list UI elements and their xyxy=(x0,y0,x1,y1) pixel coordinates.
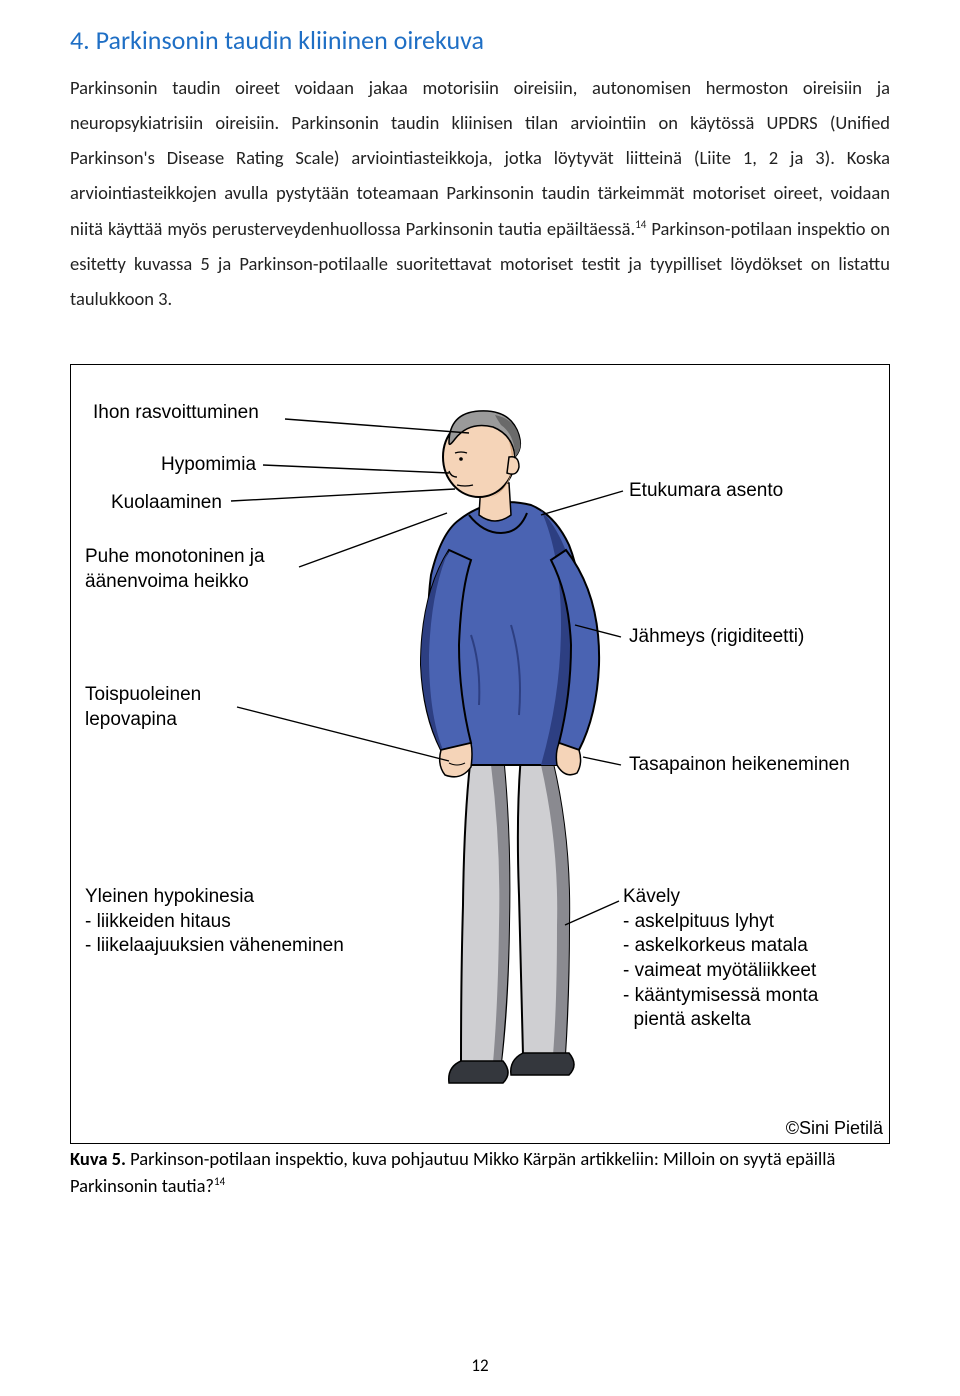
figure-box: Ihon rasvoittuminen Hypomimia Kuolaamine… xyxy=(70,364,890,1144)
label-etukumara: Etukumara asento xyxy=(629,479,783,504)
label-kavely: Kävely - askelpituus lyhyt - askelkorkeu… xyxy=(623,885,818,1033)
figure-credit: ©Sini Pietilä xyxy=(786,1118,883,1139)
label-tasapaino: Tasapainon heikeneminen xyxy=(629,753,850,778)
label-jahmeys: Jähmeys (rigiditeetti) xyxy=(629,625,804,650)
section-heading: 4. Parkinsonin taudin kliininen oirekuva xyxy=(70,24,890,56)
label-puhe: Puhe monotoninen ja äänenvoima heikko xyxy=(85,545,265,594)
label-hypomimia: Hypomimia xyxy=(161,453,256,478)
body-paragraph: Parkinsonin taudin oireet voidaan jakaa … xyxy=(70,70,890,316)
label-hypokinesia: Yleinen hypokinesia - liikkeiden hitaus … xyxy=(85,885,344,959)
sup-ref-1: 14 xyxy=(635,217,646,230)
p-text-1: Parkinsonin taudin oireet voidaan jakaa … xyxy=(70,76,890,240)
label-kuolaaminen: Kuolaaminen xyxy=(111,491,222,516)
caption-text: Parkinson-potilaan inspektio, kuva pohja… xyxy=(70,1147,835,1197)
label-lepovapina: Toispuoleinen lepovapina xyxy=(85,683,201,732)
caption-sup: 14 xyxy=(214,1175,225,1188)
label-ihon-rasvoittuminen: Ihon rasvoittuminen xyxy=(93,401,259,426)
caption-label: Kuva 5. xyxy=(70,1147,126,1170)
figure-caption: Kuva 5. Parkinson-potilaan inspektio, ku… xyxy=(70,1146,890,1200)
page-number: 12 xyxy=(0,1355,960,1376)
